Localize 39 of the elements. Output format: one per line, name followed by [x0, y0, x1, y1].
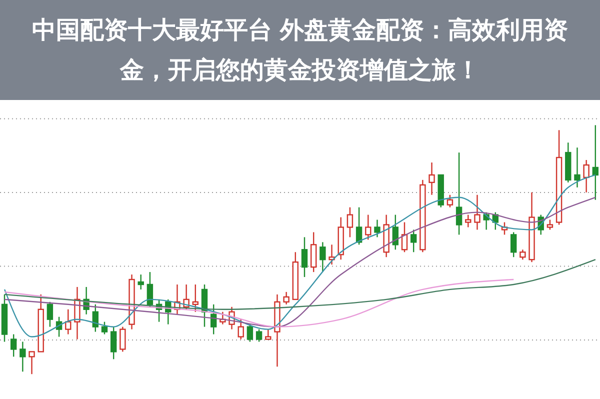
candlestick: [92, 304, 99, 332]
candlestick: [583, 159, 590, 193]
candlestick: [520, 249, 526, 260]
candlestick: [365, 214, 372, 240]
candlestick: [65, 308, 72, 335]
candlestick: [138, 274, 144, 290]
candlestick: [374, 219, 380, 238]
candlestick: [238, 318, 244, 340]
candlestick: [46, 301, 54, 328]
candlestick: [146, 271, 154, 308]
candlestick: [20, 341, 26, 372]
candlestick: [456, 152, 462, 236]
candlestick: [120, 326, 126, 352]
candlestick: [320, 242, 326, 273]
candlestick: [592, 124, 599, 200]
candlestick: [356, 206, 362, 246]
candlestick: [301, 236, 308, 278]
candlestick: [546, 219, 554, 230]
candlestick: [574, 146, 580, 188]
candlestick: [401, 222, 408, 253]
candlestick: [392, 214, 399, 250]
candlestick: [428, 162, 435, 196]
candlestick: [101, 321, 108, 335]
candlestick: [283, 291, 290, 305]
candlestick: [265, 328, 272, 340]
candlestick: [28, 351, 35, 375]
candlestick: [474, 194, 480, 230]
chart-title: 中国配资十大最好平台 外盘黄金配资：高效利用资金，开启您的黄金投资增值之旅！: [30, 15, 570, 86]
candlestick: [410, 229, 417, 253]
candlestick: [183, 284, 190, 310]
candlestick: [510, 232, 517, 258]
candlestick: [110, 326, 117, 360]
candlestick: [346, 206, 354, 238]
candlestick: [310, 232, 317, 273]
candlestick: [256, 328, 262, 342]
candlestick: [465, 214, 472, 228]
candlestick: [446, 194, 454, 208]
candlestick: [192, 284, 199, 312]
candlestick: [10, 334, 17, 358]
